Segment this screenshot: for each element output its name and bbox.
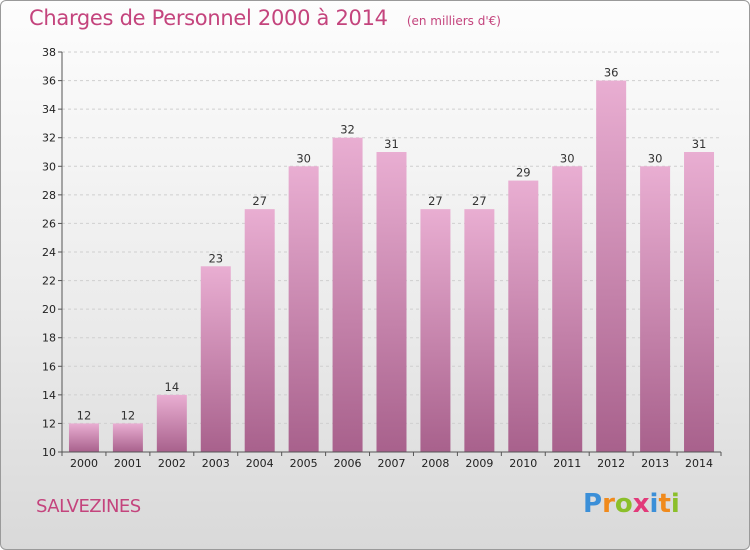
commune-name: SALVEZINES: [36, 496, 141, 517]
y-tick-label: 32: [42, 132, 56, 145]
data-label: 23: [208, 251, 223, 265]
bar: [156, 394, 187, 452]
data-label: 32: [340, 123, 355, 137]
data-label: 30: [648, 151, 663, 165]
bar: [376, 152, 407, 452]
y-tick-label: 26: [42, 217, 56, 230]
data-label: 27: [472, 194, 487, 208]
bar: [464, 209, 495, 452]
x-tick-label: 2007: [378, 457, 406, 470]
data-label: 31: [384, 137, 399, 151]
y-tick-label: 22: [42, 275, 56, 288]
x-tick-label: 2006: [334, 457, 362, 470]
data-label: 12: [121, 408, 136, 422]
bar: [552, 166, 583, 453]
logo-letter: x: [632, 489, 650, 519]
bar: [508, 180, 539, 453]
logo-letter: i: [670, 489, 680, 519]
logo-letter: i: [649, 489, 659, 519]
x-tick-label: 2005: [290, 457, 318, 470]
data-label: 36: [604, 66, 619, 80]
chart-subtitle: (en milliers d'€): [406, 14, 501, 28]
proxiti-logo: Proxiti: [583, 489, 680, 519]
y-tick-label: 30: [42, 160, 56, 173]
x-tick-label: 2013: [641, 457, 669, 470]
bar: [68, 423, 99, 452]
data-label: 31: [692, 137, 707, 151]
y-tick-label: 10: [42, 446, 56, 459]
x-tick-label: 2003: [202, 457, 230, 470]
y-tick-label: 24: [42, 246, 56, 259]
data-label: 30: [296, 151, 311, 165]
bar: [112, 423, 143, 452]
x-tick-label: 2010: [509, 457, 537, 470]
x-tick-label: 2012: [597, 457, 625, 470]
data-label: 29: [516, 166, 531, 180]
x-tick-label: 2014: [685, 457, 713, 470]
y-tick-label: 18: [42, 332, 56, 345]
data-label: 14: [165, 380, 180, 394]
y-tick-label: 36: [42, 75, 56, 88]
logo-letter: r: [602, 489, 615, 519]
y-tick-label: 20: [42, 303, 56, 316]
data-label: 30: [560, 151, 575, 165]
logo-letter: t: [658, 489, 671, 519]
y-tick-label: 16: [42, 360, 56, 373]
data-label: 27: [252, 194, 267, 208]
y-tick-label: 34: [42, 103, 56, 116]
y-tick-label: 14: [42, 389, 56, 402]
title-row: Charges de Personnel 2000 à 2014 (en mil…: [29, 6, 501, 30]
bar: [640, 166, 671, 453]
y-tick-label: 38: [42, 46, 56, 59]
x-tick-label: 2001: [114, 457, 142, 470]
bar: [420, 209, 451, 452]
x-tick-label: 2000: [70, 457, 98, 470]
logo-letter: P: [583, 489, 603, 519]
x-tick-label: 2008: [421, 457, 449, 470]
x-tick-label: 2004: [246, 457, 274, 470]
data-label: 12: [77, 408, 92, 422]
x-tick-label: 2002: [158, 457, 186, 470]
x-tick-label: 2011: [553, 457, 581, 470]
chart-title: Charges de Personnel 2000 à 2014: [29, 6, 388, 30]
y-tick-label: 28: [42, 189, 56, 202]
logo-letter: o: [614, 489, 633, 519]
x-tick-label: 2009: [465, 457, 493, 470]
bar: [684, 152, 715, 452]
bar: [332, 137, 363, 452]
bar: [244, 209, 275, 452]
y-tick-label: 12: [42, 417, 56, 430]
bar: [288, 166, 319, 453]
bar: [200, 266, 231, 452]
bar: [596, 80, 627, 453]
data-label: 27: [428, 194, 443, 208]
